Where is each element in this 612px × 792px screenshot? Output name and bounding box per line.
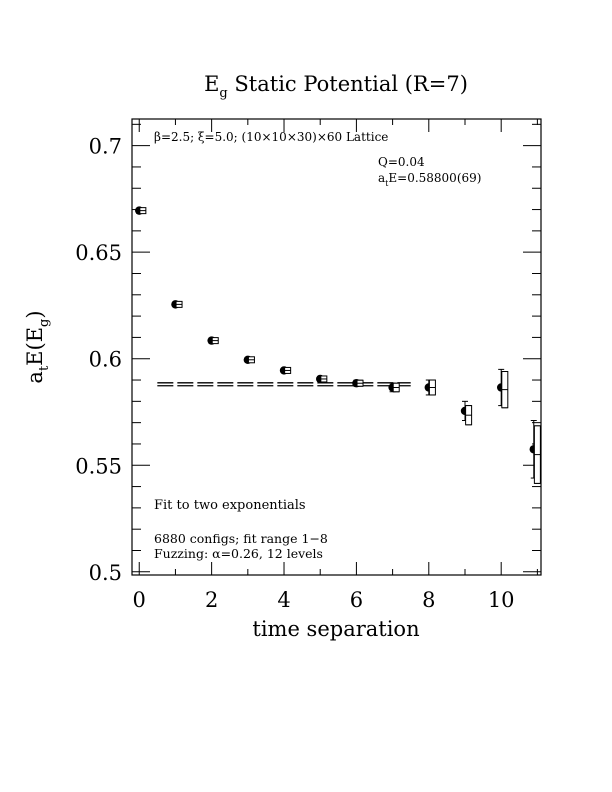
axis-tick-labels: 0 2 4 6 8 10 0.5 0.55 0.6 0.65 0.7 xyxy=(75,135,514,612)
y-tick-label: 0.55 xyxy=(75,454,122,478)
x-tick-label: 0 xyxy=(133,588,146,612)
y-tick-label: 0.6 xyxy=(89,348,122,372)
chart-title: Eg Static Potential (R=7) xyxy=(204,72,468,101)
annotation-fit: Fit to two exponentials xyxy=(154,498,306,513)
y-tick-label: 0.5 xyxy=(89,561,122,585)
x-tick-label: 2 xyxy=(205,588,218,612)
x-tick-label: 8 xyxy=(422,588,435,612)
series-filled-circles xyxy=(135,206,538,479)
annotation-lattice: β=2.5; ξ=5.0; (10×10×30)×60 Lattice xyxy=(154,130,388,144)
y-tick-label: 0.65 xyxy=(75,241,122,265)
annotation-q: Q=0.04 xyxy=(378,155,425,169)
x-tick-label: 4 xyxy=(277,588,290,612)
y-tick-label: 0.7 xyxy=(89,135,122,159)
plot-frame xyxy=(131,118,542,576)
annotation-fuzzing: Fuzzing: α=0.26, 12 levels xyxy=(154,546,323,561)
series-open-squares xyxy=(139,207,541,484)
x-axis-label: time separation xyxy=(252,617,419,641)
annotation-energy: atE=0.58800(69) xyxy=(378,171,481,188)
axis-ticks xyxy=(132,119,541,575)
annotation-configs: 6880 configs; fit range 1−8 xyxy=(154,531,328,546)
x-tick-label: 6 xyxy=(350,588,363,612)
y-axis-label: atE(Eg) xyxy=(23,310,52,383)
fit-line xyxy=(157,382,411,387)
x-tick-label: 10 xyxy=(488,588,515,612)
data-points xyxy=(135,206,541,484)
